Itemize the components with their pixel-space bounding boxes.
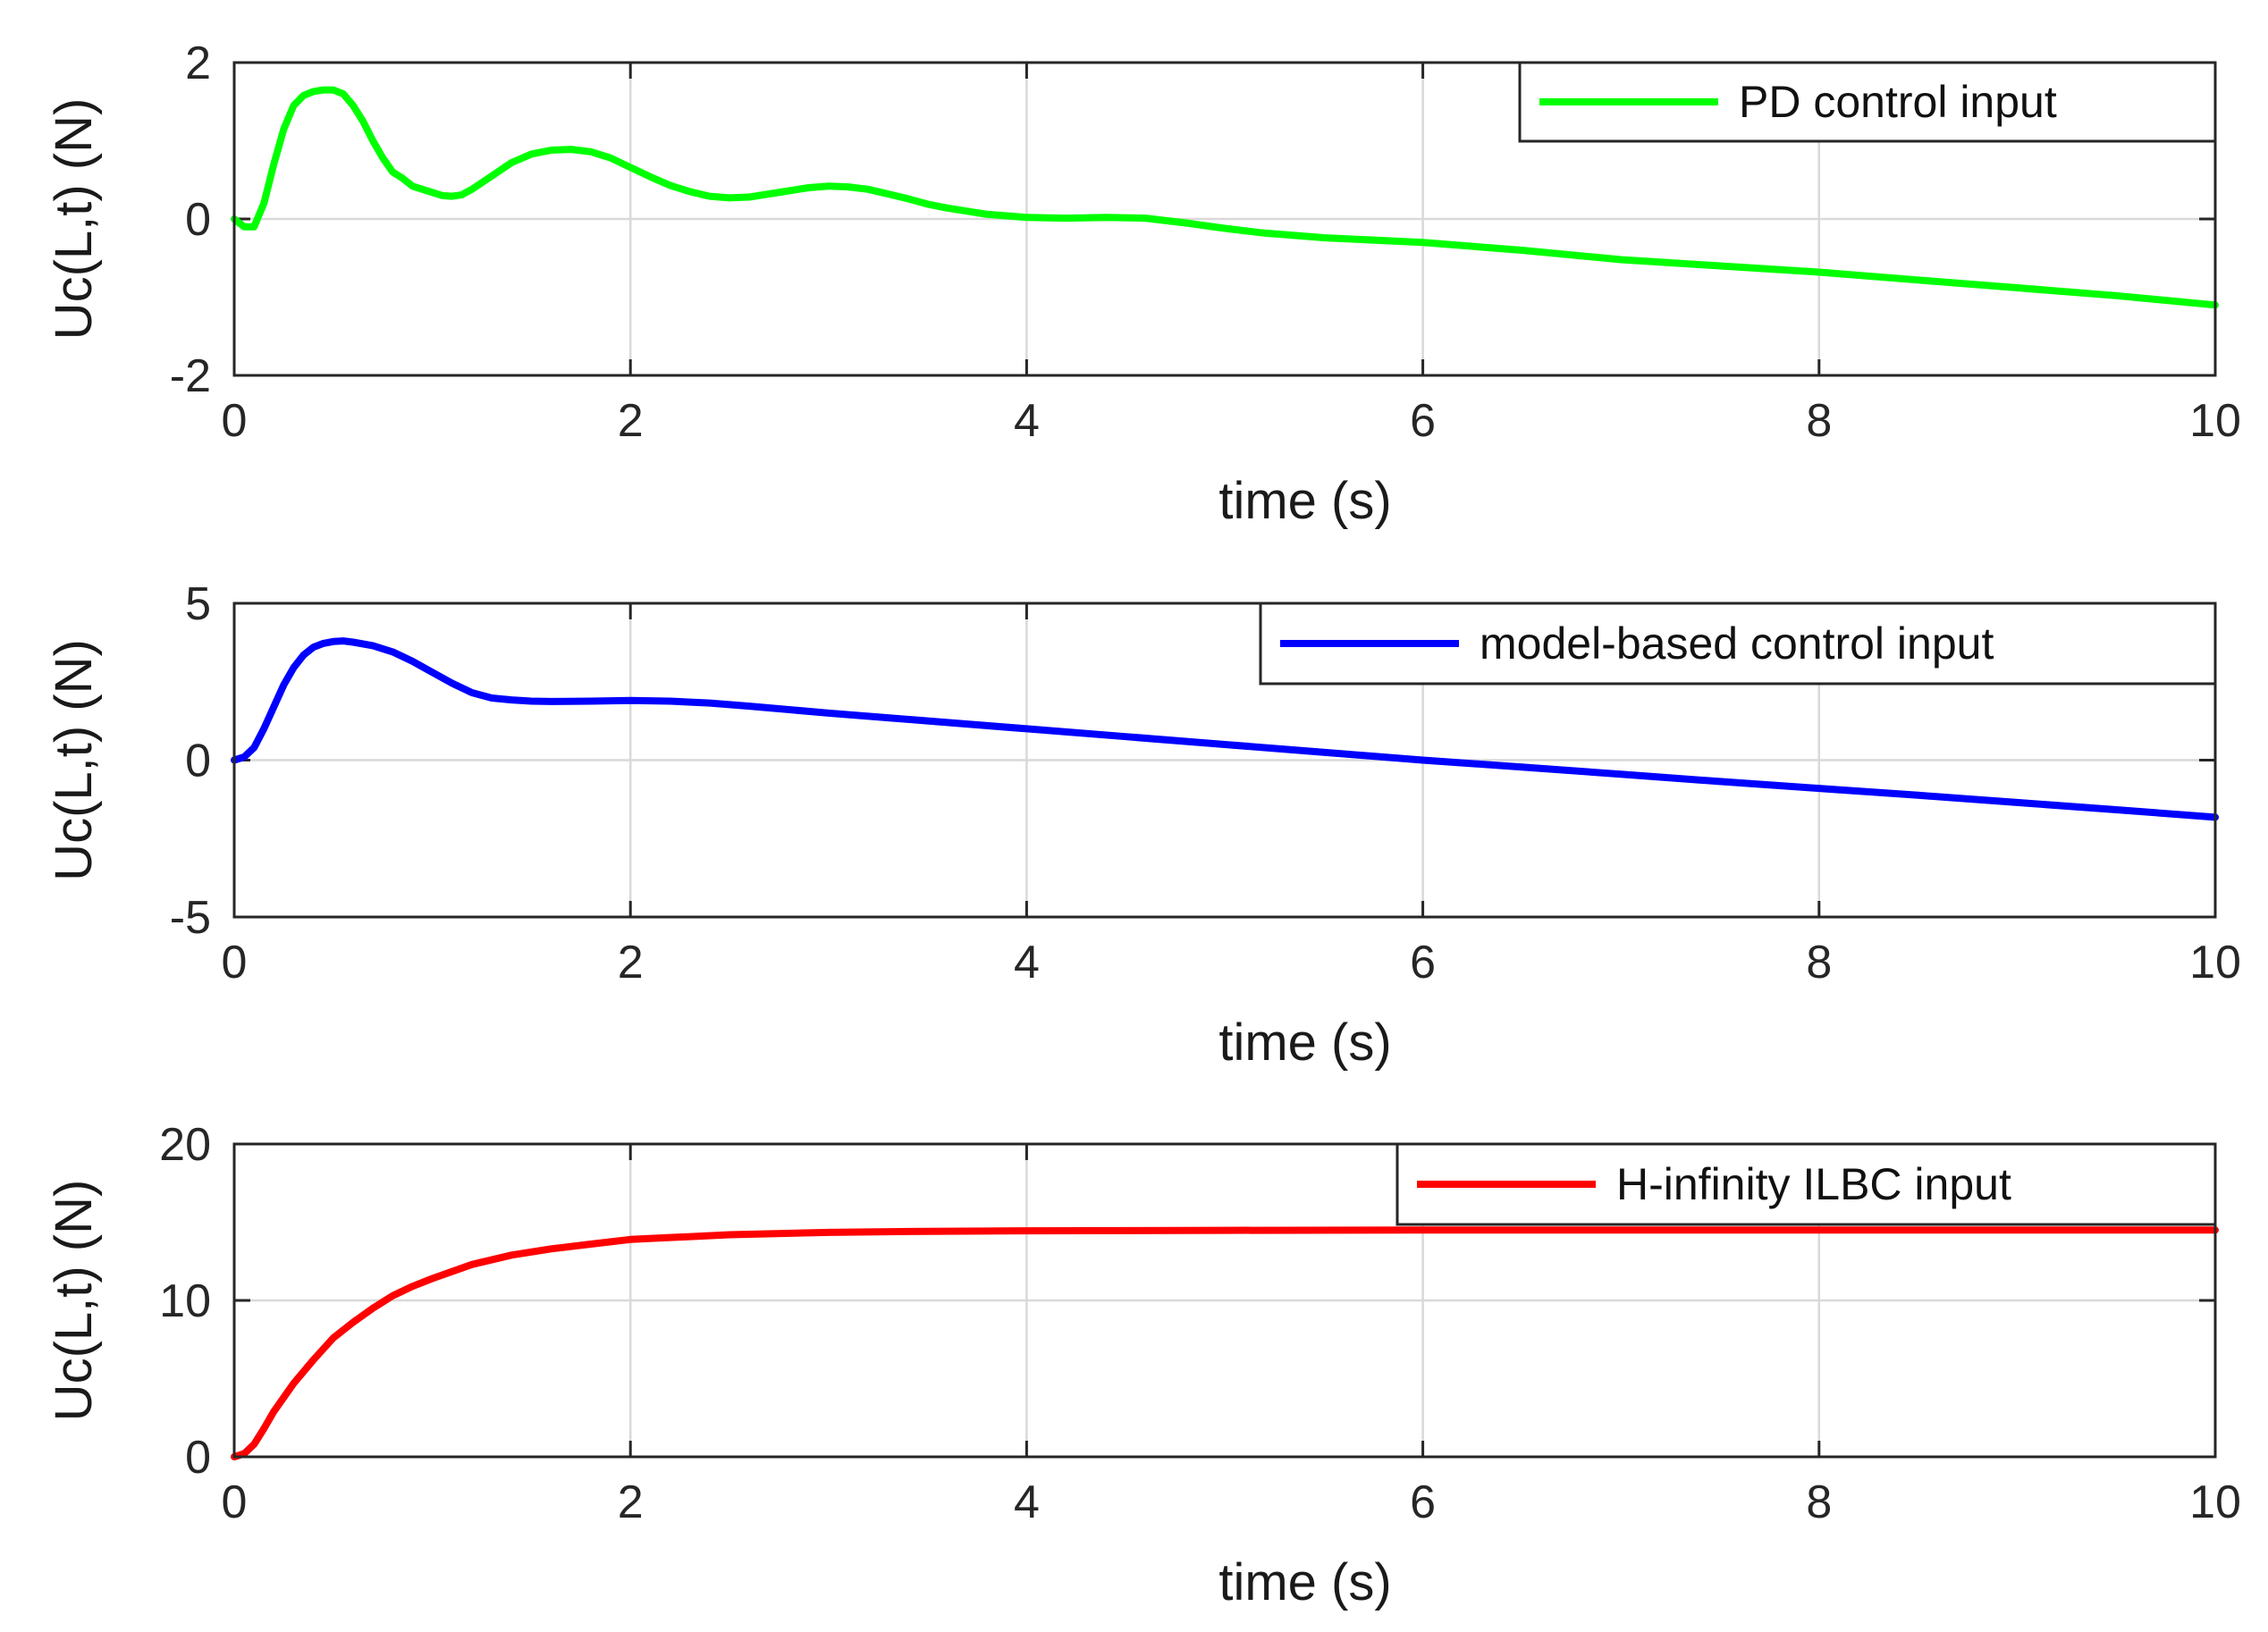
x-tick-label: 4 <box>1014 937 1040 988</box>
x-tick-label: 6 <box>1410 937 1436 988</box>
y-tick-label: -2 <box>170 350 211 402</box>
x-tick-label: 2 <box>618 1476 644 1528</box>
y-tick-label: -5 <box>170 892 211 944</box>
y-tick-label: 10 <box>159 1275 211 1327</box>
x-axis-label: time (s) <box>1218 1553 1391 1611</box>
axes-frame <box>232 61 2217 377</box>
legend-entry: H-infinity ILBC input <box>1616 1159 2011 1209</box>
x-tick-label: 4 <box>1014 1476 1040 1528</box>
x-tick-label: 10 <box>2189 1476 2241 1528</box>
x-tick-label: 8 <box>1806 395 1832 447</box>
axes-frame <box>232 601 2217 919</box>
x-axis-label: time (s) <box>1218 1014 1391 1072</box>
y-tick-label: 20 <box>159 1119 211 1171</box>
series-line-1 <box>231 86 2219 309</box>
axes-frame <box>232 1142 2217 1459</box>
x-tick-label: 0 <box>222 937 248 988</box>
series-line-1 <box>231 1226 2219 1460</box>
legend-entry: model-based control input <box>1480 618 1994 669</box>
y-tick-label: 0 <box>185 1432 211 1484</box>
x-axis-label: time (s) <box>1218 472 1391 530</box>
y-tick-label: 0 <box>185 194 211 246</box>
x-tick-label: 2 <box>618 395 644 447</box>
y-tick-label: 0 <box>185 736 211 787</box>
x-tick-label: 8 <box>1806 937 1832 988</box>
y-tick-label: 5 <box>185 578 211 630</box>
series-line-1 <box>231 637 2219 821</box>
x-tick-label: 6 <box>1410 395 1436 447</box>
x-tick-label: 0 <box>222 395 248 447</box>
x-tick-label: 8 <box>1806 1476 1832 1528</box>
y-axis-label: Uc(L,t) (N) <box>45 98 103 341</box>
x-tick-label: 10 <box>2189 937 2241 988</box>
x-tick-label: 4 <box>1014 395 1040 447</box>
chart-panel-3: 0 2 4 6 8 10 0 10 20 time (s) Uc(L,t) (N) H-infinit… <box>45 1119 2241 1611</box>
x-tick-label: 10 <box>2189 395 2241 447</box>
x-tick-label: 0 <box>222 1476 248 1528</box>
x-tick-label: 6 <box>1410 1476 1436 1528</box>
x-tick-label: 2 <box>618 937 644 988</box>
y-axis-label: Uc(L,t) (N) <box>45 1180 103 1422</box>
y-tick-label: 2 <box>185 38 211 89</box>
legend-entry: PD control input <box>1739 77 2057 127</box>
y-axis-label: Uc(L,t) (N) <box>45 639 103 881</box>
